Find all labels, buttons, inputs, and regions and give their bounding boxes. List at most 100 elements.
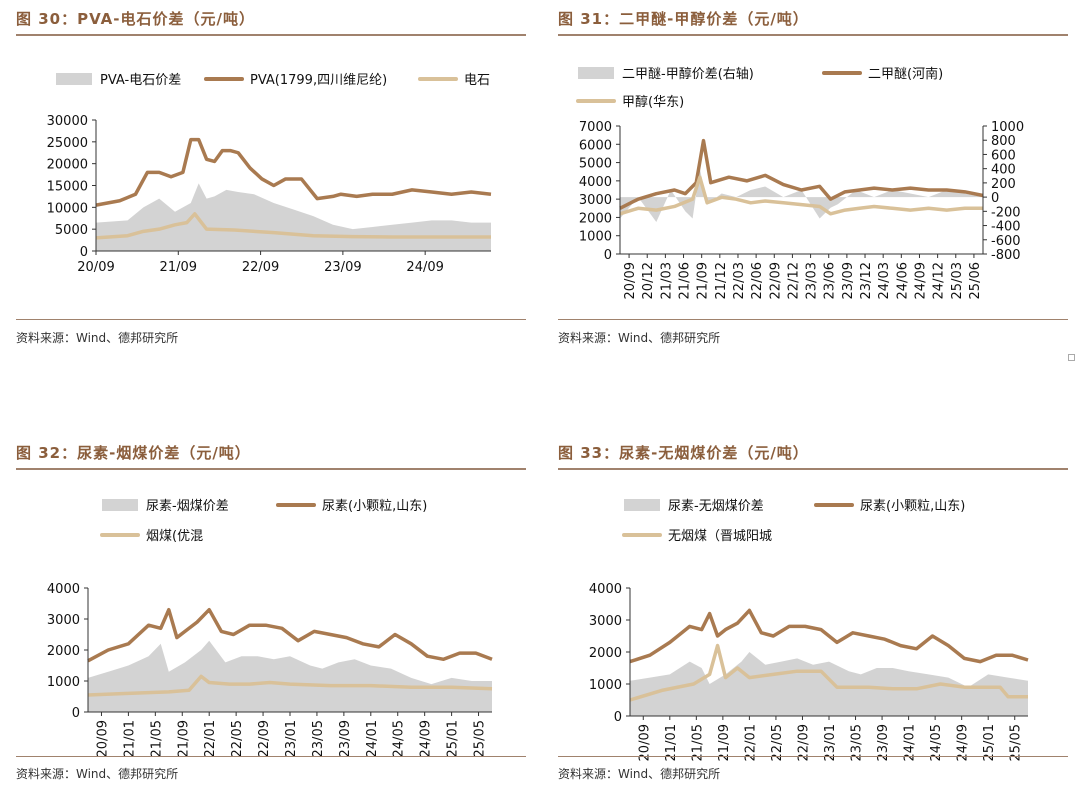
y2-tick-label: 800 — [991, 134, 1016, 149]
y2-tick-label: -400 — [991, 220, 1021, 235]
x-tick-label: 21/05 — [690, 724, 705, 761]
x-tick-label: 21/09 — [176, 720, 191, 757]
y-tick-label: 0 — [80, 245, 88, 260]
x-tick-label: 24/09 — [913, 262, 928, 299]
legend-label: 尿素(小颗粒,山东) — [322, 499, 427, 514]
chart-panel-33: 图 33：尿素-无烟煤价差（元/吨） 尿素-无烟煤价差 尿素(小颗粒,山东) 无烟煤… — [558, 438, 1068, 808]
x-tick-label: 24/12 — [932, 262, 947, 299]
x-tick-label: 21/12 — [714, 262, 729, 299]
legend-swatch — [56, 73, 92, 85]
x-tick-label: 25/05 — [473, 720, 488, 757]
x-tick-label: 23/01 — [284, 720, 299, 757]
y-tick-label: 30000 — [47, 114, 88, 129]
x-tick-label: 21/06 — [678, 262, 693, 299]
y-tick-label: 4000 — [579, 175, 612, 190]
chart-panel-31: 图 31：二甲醚-甲醇价差（元/吨） 二甲醚-甲醇价差(右轴) 二甲醚(河南) 甲醇… — [558, 4, 1068, 374]
y-tick-label: 1000 — [579, 230, 612, 245]
y-tick-label: 5000 — [55, 223, 88, 238]
x-tick-label: 22/12 — [786, 262, 801, 299]
x-tick-label: 23/06 — [823, 262, 838, 299]
series-area — [96, 183, 491, 251]
y-tick-label: 7000 — [579, 120, 612, 135]
series-line — [619, 175, 983, 216]
legend-label: PVA-电石价差 — [100, 73, 181, 88]
x-tick-label: 25/05 — [1009, 724, 1024, 761]
y-tick-label: 20000 — [47, 158, 88, 173]
x-tick-label: 23/01 — [823, 724, 838, 761]
chart-31: 二甲醚-甲醇价差(右轴) 二甲醚(河南)甲醇(华东)010002000300040… — [576, 66, 1024, 299]
figure-title: 图 31：二甲醚-甲醇价差（元/吨） — [558, 10, 809, 28]
x-tick-label: 25/06 — [968, 262, 983, 299]
y-tick-label: 3000 — [589, 614, 622, 629]
series-line — [87, 607, 493, 663]
x-tick-label: 22/03 — [732, 262, 747, 299]
x-tick-label: 21/05 — [149, 720, 164, 757]
y-tick-label: 10000 — [47, 201, 88, 216]
x-tick-label: 20/09 — [95, 720, 110, 757]
x-tick-label: 24/05 — [392, 720, 407, 757]
y-tick-label: 1000 — [589, 678, 622, 693]
x-tick-label: 21/09 — [696, 262, 711, 299]
x-tick-label: 22/09 — [257, 720, 272, 757]
x-tick-label: 23/05 — [311, 720, 326, 757]
y-tick-label: 6000 — [579, 138, 612, 153]
legend-label: 电石 — [464, 73, 490, 88]
title-rule — [16, 468, 526, 470]
y-tick-label: 2000 — [589, 646, 622, 661]
x-tick-label: 22/01 — [743, 724, 758, 761]
series-line — [629, 643, 1028, 702]
y-tick-label: 3000 — [579, 193, 612, 208]
y-tick-label: 0 — [614, 710, 622, 725]
y2-tick-label: 0 — [991, 191, 999, 206]
y-tick-label: 4000 — [47, 582, 80, 597]
x-tick-label: 25/01 — [446, 720, 461, 757]
series-line — [95, 212, 491, 240]
source-rule — [16, 319, 526, 320]
x-tick-label: 23/03 — [805, 262, 820, 299]
legend-label: 无烟煤（晋城阳城 — [668, 529, 772, 544]
y2-tick-label: -600 — [991, 234, 1021, 249]
series-area — [620, 168, 983, 222]
y-tick-label: 2000 — [47, 644, 80, 659]
x-tick-label: 20/12 — [641, 262, 656, 299]
series-line — [95, 137, 492, 207]
series-line — [87, 674, 493, 697]
y-tick-label: 4000 — [589, 582, 622, 597]
legend-label: 二甲醚(河南) — [868, 66, 943, 82]
source-note: 资料来源：Wind、德邦研究所 — [558, 331, 721, 345]
x-tick-label: 20/09 — [623, 262, 638, 299]
x-tick-label: 22/09 — [242, 260, 279, 275]
x-tick-label: 24/06 — [895, 262, 910, 299]
legend-label: 尿素-无烟煤价差 — [668, 499, 764, 514]
y-tick-label: 1000 — [47, 675, 80, 690]
figure-title: 图 30：PVA-电石价差（元/吨） — [16, 10, 255, 28]
y2-tick-label: 200 — [991, 177, 1016, 192]
legend-label: 尿素(小颗粒,山东) — [860, 499, 965, 514]
x-tick-label: 21/01 — [664, 724, 679, 761]
source-note: 资料来源：Wind、德邦研究所 — [16, 331, 179, 345]
x-tick-label: 23/09 — [841, 262, 856, 299]
x-tick-label: 23/12 — [859, 262, 874, 299]
x-tick-label: 24/01 — [365, 720, 380, 757]
x-tick-label: 23/05 — [850, 724, 865, 761]
x-tick-label: 21/01 — [122, 720, 137, 757]
x-tick-label: 23/09 — [338, 720, 353, 757]
legend-label: 尿素-烟煤价差 — [146, 499, 229, 514]
legend-label: 甲醇(华东) — [622, 94, 684, 110]
source-rule — [558, 756, 1068, 757]
y-tick-label: 25000 — [47, 136, 88, 151]
y-tick-label: 2000 — [579, 211, 612, 226]
x-tick-label: 24/05 — [929, 724, 944, 761]
source-note: 资料来源：Wind、德邦研究所 — [558, 767, 721, 781]
legend-label: PVA(1799,四川维尼纶) — [250, 73, 387, 88]
x-tick-label: 22/05 — [770, 724, 785, 761]
title-rule — [558, 468, 1068, 470]
x-tick-label: 25/03 — [950, 262, 965, 299]
chart-panel-32: 图 32：尿素-烟煤价差（元/吨） 尿素-烟煤价差 尿素(小颗粒,山东) 烟煤(优混… — [16, 438, 526, 808]
series-line — [619, 138, 984, 210]
legend-label: 二甲醚-甲醇价差(右轴) — [622, 66, 754, 82]
y-tick-label: 15000 — [47, 180, 88, 195]
x-tick-label: 24/01 — [903, 724, 918, 761]
y2-tick-label: 400 — [991, 163, 1016, 178]
y-tick-label: 0 — [604, 248, 612, 263]
